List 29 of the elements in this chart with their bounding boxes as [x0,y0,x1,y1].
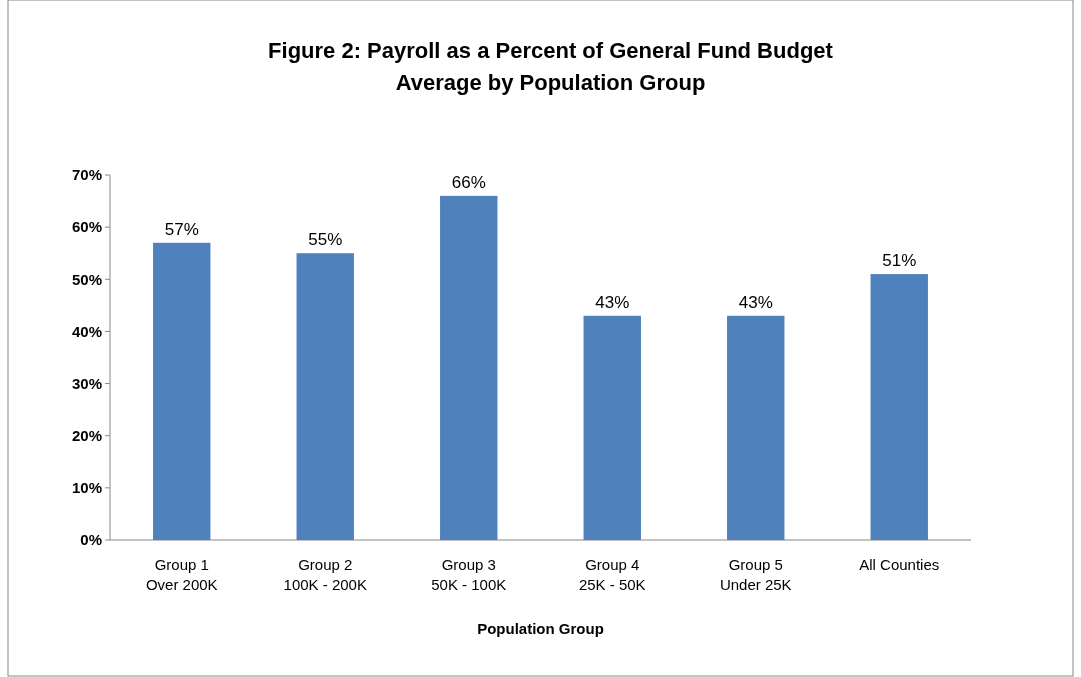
y-tick-label: 0% [80,531,102,549]
bar [870,274,928,540]
y-tick-label: 70% [71,166,102,184]
bar [440,195,498,540]
x-tick-label: Group 2 100K - 200K [283,556,367,593]
chart-title: Figure 2: Payroll as a Percent of General Fund Budget [268,38,834,63]
y-tick-label: 20% [71,426,102,444]
x-tick-label: Group 3 50K - 100K [431,556,507,593]
y-tick-label: 50% [71,270,102,288]
x-tick-label: Group 1 Over 200K [145,556,218,593]
data-label: 57% [164,219,199,239]
bar [583,315,641,540]
data-label: 66% [451,172,486,192]
y-tick-label: 40% [71,322,102,340]
data-label: 43% [738,292,773,312]
x-tick-label: All Counties [859,556,940,573]
bar [727,315,785,540]
x-axis-title: Population Group [477,620,604,637]
bar [153,242,211,540]
x-tick-label: Group 5 Under 25K [719,556,792,593]
data-label: 43% [595,292,630,312]
x-tick-label: Group 4 25K - 50K [578,556,646,593]
data-label: 55% [308,230,343,250]
bar [296,253,354,540]
y-tick-label: 30% [71,374,102,392]
chart-subtitle: Average by Population Group [395,70,706,95]
y-tick-label: 60% [71,218,102,236]
y-tick-label: 10% [71,479,102,497]
data-label: 51% [882,251,917,271]
